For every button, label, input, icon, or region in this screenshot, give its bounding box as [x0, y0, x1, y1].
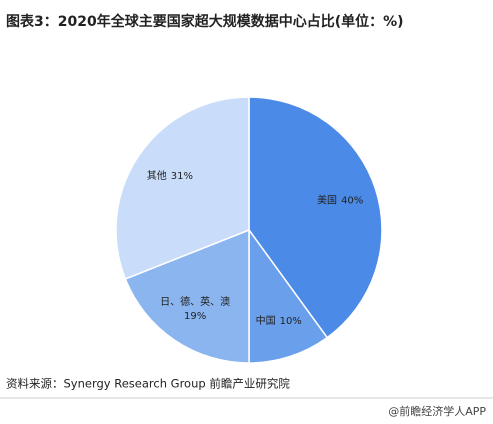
pie-slice — [248, 96, 383, 339]
source: 资料来源：Synergy Research Group 前瞻产业研究院 — [6, 377, 290, 391]
chart-title: 图表3：2020年全球主要国家超大规模数据中心占比(单位：%) — [6, 13, 404, 30]
pie-slice — [115, 96, 250, 280]
data-label: 19% — [184, 311, 206, 322]
data-label: 40% — [341, 195, 363, 206]
slice-label: 日、德、英、澳 — [160, 295, 230, 308]
pie-slice — [124, 228, 250, 364]
data-label: 31% — [171, 171, 193, 182]
slice-label: 其他 — [147, 169, 167, 182]
data-label: 10% — [280, 316, 302, 327]
pie-slice — [248, 227, 329, 364]
footer: @前瞻经济学人APP — [388, 404, 486, 418]
slice-label: 美国 — [317, 193, 337, 206]
slice-label: 中国 — [256, 314, 276, 327]
